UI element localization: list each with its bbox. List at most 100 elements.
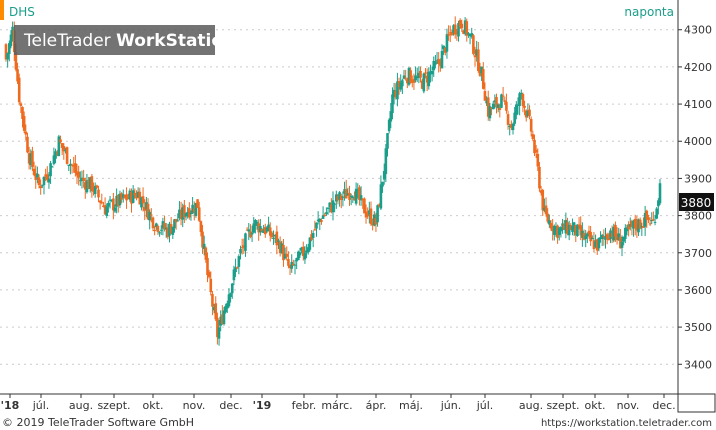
- candle-body: [169, 224, 173, 234]
- candle-body: [581, 230, 584, 238]
- candle-body: [653, 221, 657, 223]
- candle-body: [41, 184, 44, 186]
- candle-body: [439, 61, 442, 66]
- candle-body: [72, 165, 76, 167]
- y-tick-label: 3800: [684, 210, 712, 223]
- candle-body: [344, 189, 348, 199]
- candle-body: [82, 178, 85, 182]
- candle-body: [221, 314, 224, 324]
- watermark-bold: WorkStation: [116, 31, 235, 51]
- candle-body: [120, 193, 123, 200]
- candle-body: [599, 237, 602, 240]
- candle-body: [409, 70, 412, 83]
- candle-body: [590, 237, 594, 240]
- candle-body: [67, 165, 71, 167]
- candle-body: [356, 189, 360, 191]
- candle-body: [559, 227, 563, 232]
- candle-body: [92, 188, 95, 192]
- candle-body: [255, 221, 259, 224]
- candle-body: [336, 196, 340, 201]
- candle-body: [607, 238, 611, 241]
- candle-body: [313, 229, 317, 231]
- candle-body: [485, 100, 488, 104]
- candle-body: [242, 245, 246, 248]
- candle-body: [128, 190, 132, 200]
- candle-body: [625, 227, 629, 232]
- candle-body: [490, 107, 493, 109]
- candle-body: [349, 195, 353, 197]
- candle-body: [179, 210, 183, 219]
- candle-body: [549, 223, 553, 229]
- candle-body: [11, 26, 14, 38]
- candle-body: [188, 208, 191, 218]
- candle-body: [115, 195, 118, 207]
- candle-body: [4, 44, 8, 60]
- candle-body: [212, 307, 216, 311]
- candle-body: [278, 241, 282, 254]
- candle-body: [500, 94, 503, 108]
- candle-body: [628, 224, 632, 227]
- candle-body: [232, 269, 236, 281]
- candle-body: [207, 272, 211, 278]
- candle-body: [526, 110, 530, 116]
- candle-body: [472, 35, 475, 54]
- candle-body: [586, 233, 589, 237]
- candle-body: [201, 231, 204, 248]
- candle-body: [447, 33, 450, 36]
- candle-body: [105, 206, 109, 216]
- candle-body: [315, 222, 318, 229]
- candle-body: [88, 177, 92, 189]
- candle-body: [306, 247, 310, 253]
- candle-body: [39, 185, 42, 189]
- candle-body: [49, 163, 52, 177]
- candle-body: [432, 60, 436, 71]
- candle-body: [161, 221, 165, 229]
- candle-body: [442, 45, 445, 50]
- candle-body: [103, 205, 107, 215]
- candle-body: [420, 80, 424, 89]
- candle-body: [110, 199, 113, 201]
- candle-body: [316, 219, 320, 222]
- candle-body: [244, 233, 247, 251]
- candle-body: [275, 231, 279, 246]
- candle-body: [32, 168, 36, 176]
- candle-body: [311, 233, 315, 238]
- candle-body: [495, 97, 498, 108]
- candle-body: [486, 97, 490, 117]
- candle-body: [229, 293, 232, 297]
- candle-body: [478, 69, 482, 76]
- candle-body: [163, 223, 166, 230]
- x-tick-label: júl.: [476, 399, 494, 412]
- candle-body: [265, 227, 269, 232]
- candle-body: [138, 191, 142, 205]
- candle-body: [123, 195, 127, 198]
- candle-body: [240, 247, 244, 249]
- x-tick-label: '18: [1, 399, 20, 412]
- candle-body: [633, 218, 637, 228]
- candle-body: [323, 214, 327, 216]
- candle-body: [473, 55, 477, 58]
- candle-body: [321, 215, 325, 219]
- candle-body: [594, 241, 597, 247]
- candle-body: [379, 184, 383, 209]
- candle-body: [556, 225, 559, 238]
- candle-body: [392, 89, 396, 98]
- candle-body: [98, 200, 102, 203]
- candle-body: [554, 227, 558, 230]
- candle-body: [506, 114, 510, 125]
- candle-body: [363, 198, 366, 214]
- candle-body: [126, 197, 130, 199]
- candle-body: [268, 227, 272, 236]
- candle-body: [627, 224, 630, 230]
- candle-body: [230, 283, 234, 294]
- candle-body: [463, 20, 467, 34]
- x-tick-label: okt.: [585, 399, 606, 412]
- y-tick-label: 4100: [684, 98, 712, 111]
- candle-body: [417, 72, 421, 79]
- candle-body: [250, 233, 254, 235]
- candle-body: [19, 103, 23, 106]
- candle-body: [178, 209, 181, 219]
- candle-body: [79, 180, 82, 182]
- candle-body: [151, 217, 155, 229]
